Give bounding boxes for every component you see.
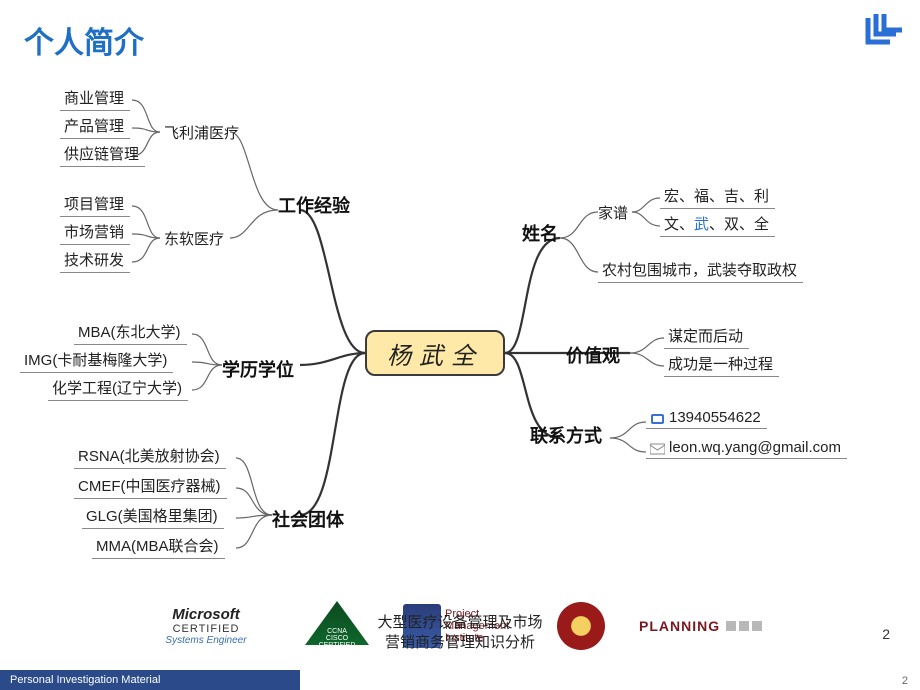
- leaf-name-0: 宏、福、吉、利: [660, 184, 775, 209]
- phone-icon: [650, 412, 665, 424]
- email-icon: [650, 442, 665, 454]
- name-sublabel: 家谱: [598, 202, 628, 223]
- work-group-0: 飞利浦医疗: [164, 122, 239, 143]
- leaf-name-1: 文、武、双、全: [660, 212, 775, 237]
- leaf-work-1-0: 项目管理: [60, 192, 130, 217]
- page-number-small: 2: [902, 675, 908, 687]
- leaf-edu-0: MBA(东北大学): [74, 320, 187, 345]
- logo-pmi: ProjectManagementInstitute: [403, 604, 523, 648]
- leaf-contact-email: leon.wq.yang@gmail.com: [646, 438, 847, 459]
- leaf-work-0-2: 供应链管理: [60, 142, 145, 167]
- leaf-soc-1: CMEF(中国医疗器械): [74, 474, 227, 499]
- msft-line2: CERTIFIED: [141, 623, 271, 635]
- branch-name: 姓名: [522, 220, 558, 246]
- corner-logo-icon: [862, 14, 902, 54]
- branch-society: 社会团体: [272, 506, 344, 532]
- work-group-1: 东软医疗: [164, 228, 224, 249]
- msft-line3: Systems Engineer: [141, 635, 271, 646]
- email-text: leon.wq.yang@gmail.com: [669, 439, 841, 456]
- branch-values: 价值观: [566, 342, 620, 368]
- branch-contact: 联系方式: [530, 422, 602, 448]
- page-number: 2: [882, 626, 890, 642]
- leaf-soc-3: MMA(MBA联合会): [92, 534, 225, 559]
- branch-education: 学历学位: [222, 356, 294, 382]
- mindmap: 杨武全 工作经验 学历学位 社会团体 姓名 价值观 联系方式 飞利浦医疗 东软医…: [0, 60, 920, 610]
- msft-line1: Microsoft: [141, 606, 271, 623]
- logo-planning: PLANNING: [639, 618, 779, 634]
- leaf-work-0-0: 商业管理: [60, 86, 130, 111]
- leaf-val-0: 谋定而后动: [664, 324, 749, 349]
- leaf-work-0-1: 产品管理: [60, 114, 130, 139]
- leaf-edu-1: IMG(卡耐基梅隆大学): [20, 348, 173, 373]
- leaf-soc-2: GLG(美国格里集团): [82, 504, 224, 529]
- logo-cisco-cert: CCNACISCOCERTIFIED: [305, 601, 369, 651]
- leaf-work-1-1: 市场营销: [60, 220, 130, 245]
- branch-work: 工作经验: [278, 192, 350, 218]
- footer-logos: Microsoft CERTIFIED Systems Engineer CCN…: [0, 600, 920, 652]
- planning-text: PLANNING: [639, 618, 720, 634]
- phone-text: 13940554622: [669, 409, 761, 426]
- leaf-edu-2: 化学工程(辽宁大学): [48, 376, 188, 401]
- leaf-name-extra: 农村包围城市，武装夺取政权: [598, 258, 803, 283]
- logo-microsoft-cert: Microsoft CERTIFIED Systems Engineer: [141, 606, 271, 646]
- footer-bar-text: Personal Investigation Material: [10, 674, 160, 686]
- leaf-soc-0: RSNA(北美放射协会): [74, 444, 226, 469]
- center-node: 杨武全: [365, 330, 505, 376]
- slide-title: 个人简介: [24, 18, 144, 62]
- footer-bar: Personal Investigation Material: [0, 670, 300, 690]
- leaf-val-1: 成功是一种过程: [664, 352, 779, 377]
- leaf-contact-phone: 13940554622: [646, 408, 767, 429]
- leaf-work-1-2: 技术研发: [60, 248, 130, 273]
- logo-seal: [557, 602, 605, 650]
